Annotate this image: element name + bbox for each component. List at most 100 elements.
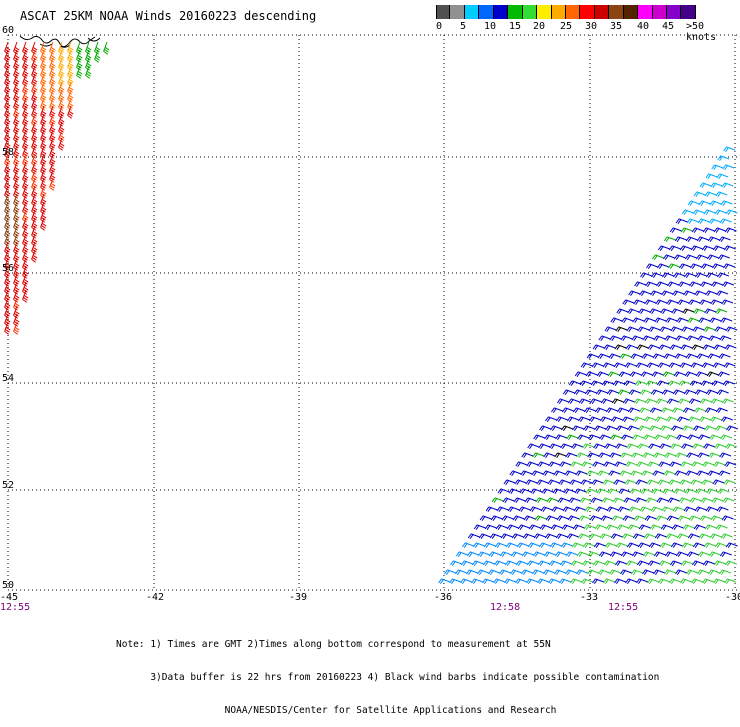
wind-barb (639, 506, 652, 512)
wind-barb (585, 371, 598, 377)
wind-barb (571, 542, 584, 548)
wind-barb (466, 569, 478, 575)
wind-barb (689, 281, 702, 287)
wind-barb (723, 479, 736, 485)
colorbar-swatch (681, 5, 696, 19)
wind-barb (696, 470, 709, 476)
lat-label: 58 (2, 147, 14, 158)
wind-barb (709, 533, 722, 539)
lat-label: 50 (2, 580, 14, 591)
wind-barb (642, 335, 655, 341)
wind-barb (633, 398, 646, 404)
wind-barb (677, 515, 690, 521)
wind-barb (652, 353, 665, 359)
wind-barb (655, 416, 667, 422)
wind-barb (587, 452, 600, 458)
wind-barb (630, 470, 643, 476)
wind-barb (653, 569, 665, 575)
wind-barb (688, 416, 700, 422)
wind-barb (607, 488, 620, 494)
wind-barb (631, 452, 644, 458)
wind-barb (692, 443, 705, 449)
wind-barb (542, 470, 555, 476)
colorbar-swatch (638, 5, 653, 19)
wind-barb (616, 407, 629, 413)
wind-barb (658, 578, 671, 584)
colorbar-label: 45 (662, 21, 675, 32)
wind-barb (655, 299, 668, 305)
wind-barb (471, 578, 484, 584)
wind-barb (669, 461, 682, 467)
wind-barb (537, 461, 550, 467)
wind-barb (702, 560, 715, 566)
wind-barb (664, 569, 676, 575)
wind-barb (646, 263, 658, 269)
wind-barb (704, 425, 717, 431)
wind-barb (31, 249, 38, 263)
wind-barb (477, 569, 489, 575)
wind-barb (648, 542, 661, 548)
wind-barb (565, 569, 577, 575)
wind-barb (716, 290, 729, 296)
wind-barb (646, 362, 659, 368)
wind-barb (636, 461, 649, 467)
wind-barb (650, 389, 663, 395)
wind-barb (705, 389, 718, 395)
wind-barb (581, 461, 594, 467)
wind-barb (700, 380, 713, 386)
wind-barb (642, 569, 654, 575)
wind-barb (643, 533, 656, 539)
wind-barb (686, 218, 699, 224)
wind-barb (550, 524, 563, 530)
wind-barb (678, 380, 691, 386)
wind-barb (574, 371, 587, 377)
wind-barb (724, 560, 737, 566)
wind-barb (704, 308, 717, 314)
wind-barb (700, 281, 713, 287)
wind-barb (678, 497, 691, 503)
wind-barb (638, 308, 651, 314)
wind-barb (592, 344, 605, 350)
wind-barb (594, 524, 607, 530)
wind-barb (658, 461, 671, 467)
wind-barb (495, 524, 508, 530)
wind-barb (514, 479, 527, 485)
wind-barb (592, 578, 605, 584)
wind-barb (613, 362, 626, 368)
wind-barb (651, 254, 664, 260)
wind-barb (605, 425, 618, 431)
wind-barb (622, 398, 635, 404)
wind-barb (675, 452, 688, 458)
wind-barb (598, 452, 611, 458)
wind-barb (467, 533, 480, 539)
wind-barb (545, 515, 558, 521)
wind-barb (657, 362, 670, 368)
wind-barb (635, 479, 648, 485)
wind-barb (639, 389, 652, 395)
colorbar-label: 10 (484, 21, 497, 32)
wind-barb (596, 371, 609, 377)
wind-barb (713, 461, 726, 467)
wind-barb (559, 560, 572, 566)
wind-barb (546, 497, 559, 503)
wind-barb (577, 533, 590, 539)
wind-barb (489, 533, 502, 539)
wind-barb (548, 560, 561, 566)
wind-barb (576, 452, 589, 458)
wind-barb (534, 515, 547, 521)
wind-barb (680, 461, 693, 467)
wind-barb (688, 299, 701, 305)
wind-barb (562, 506, 575, 512)
wind-barb (697, 551, 710, 557)
wind-barb (564, 470, 577, 476)
wind-barb (693, 407, 706, 413)
lon-label: -39 (289, 592, 307, 603)
wind-barb (601, 380, 614, 386)
wind-barb (633, 416, 645, 422)
wind-barbs (4, 41, 739, 584)
wind-barb (690, 245, 703, 251)
wind-barb (683, 389, 696, 395)
wind-barb (600, 515, 613, 521)
wind-barb (488, 569, 500, 575)
wind-barb (556, 515, 569, 521)
